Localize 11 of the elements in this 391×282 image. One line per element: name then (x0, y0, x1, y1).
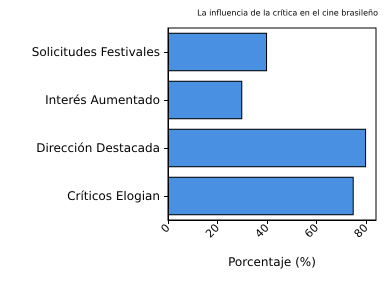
x-tick-label: 60 (302, 221, 322, 240)
y-tick-label: Solicitudes Festivales (32, 45, 160, 59)
y-tick-label: Dirección Destacada (36, 141, 160, 155)
chart-title: La influencia de la crítica en el cine brasileño (197, 8, 378, 18)
x-tick-label: 20 (203, 221, 222, 240)
y-tick-label: Críticos Elogian (67, 189, 160, 203)
x-tick-label: 80 (352, 221, 371, 240)
y-tick-label: Interés Aumentado (45, 93, 160, 107)
x-tick-label: 40 (252, 221, 272, 240)
x-axis-title: Porcentaje (%) (228, 255, 316, 269)
x-tick-label: 0 (158, 221, 173, 236)
